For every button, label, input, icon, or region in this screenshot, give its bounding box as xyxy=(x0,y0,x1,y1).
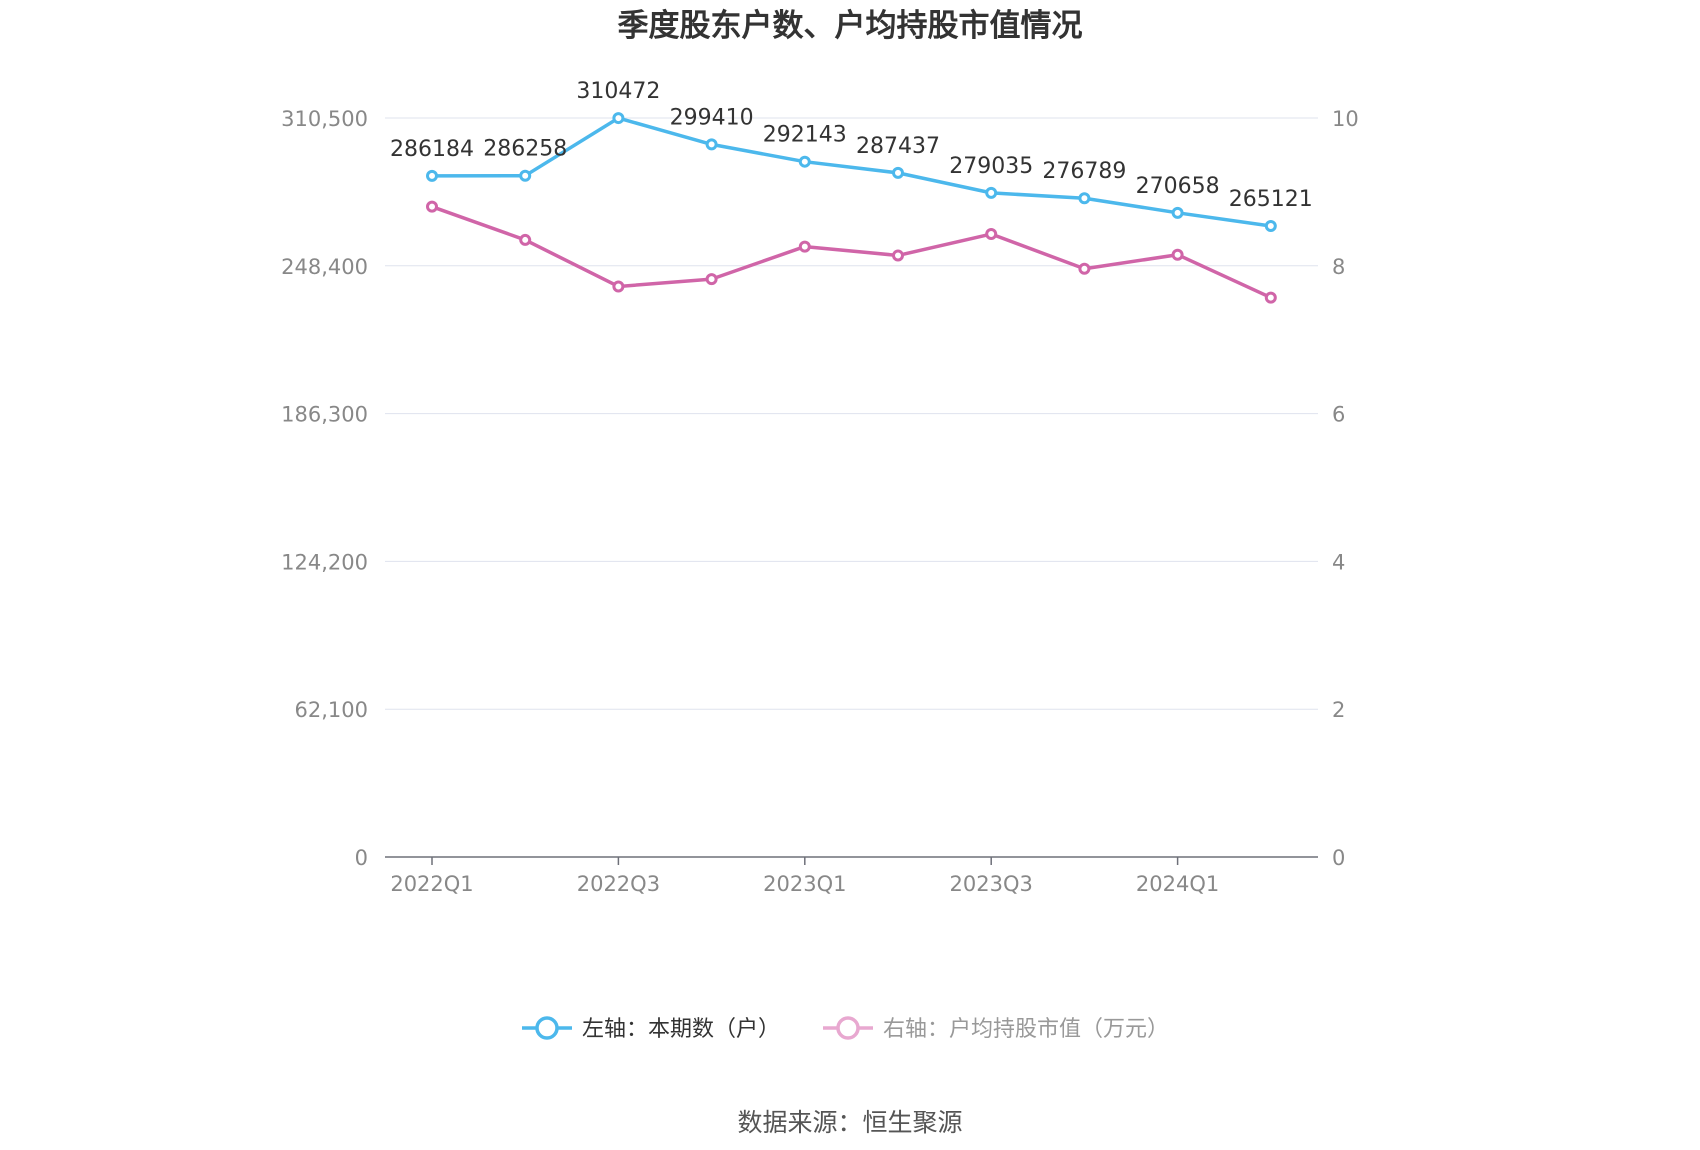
y-left-tick-label: 186,300 xyxy=(281,403,368,427)
y-right-tick-label: 0 xyxy=(1332,846,1345,870)
y-left-tick-label: 124,200 xyxy=(281,550,368,574)
data-label: 270658 xyxy=(1136,174,1220,199)
y-right-tick-label: 10 xyxy=(1332,107,1359,131)
data-point-avg-value xyxy=(519,233,532,246)
data-point-holders xyxy=(519,169,532,182)
source-text: 数据来源：恒生聚源 xyxy=(737,1108,962,1137)
legend-label: 左轴：本期数（户） xyxy=(582,1017,780,1042)
data-point-holders xyxy=(798,155,811,168)
data-point-avg-value xyxy=(798,240,811,253)
y-left-tick-label: 0 xyxy=(355,846,368,870)
y-left-axis: 0 62,100 124,200 186,300 248,400 310,500 xyxy=(281,107,368,870)
data-label: 276789 xyxy=(1042,159,1126,184)
data-point-holders xyxy=(426,169,438,182)
data-label: 286258 xyxy=(483,137,567,162)
data-point-holders xyxy=(705,138,718,151)
data-point-avg-value xyxy=(1171,248,1184,261)
legend-item-avg-value[interactable]: 右轴：户均持股市值（万元） xyxy=(823,1016,1169,1042)
data-label: 265121 xyxy=(1229,187,1313,212)
series-layer: 286184 286258 310472 299410 292143 287437 2790… xyxy=(390,79,1313,304)
data-point-avg-value xyxy=(1078,262,1091,275)
data-point-holders xyxy=(892,166,904,179)
y-left-tick-label: 62,100 xyxy=(295,698,368,722)
y-right-tick-label: 2 xyxy=(1332,698,1345,722)
data-point-holders xyxy=(1171,206,1184,219)
legend-circle-icon xyxy=(836,1016,860,1040)
data-point-holders xyxy=(985,186,998,199)
data-point-avg-value xyxy=(985,228,998,241)
y-left-tick-label: 248,400 xyxy=(281,255,368,279)
series-holders: 286184 286258 310472 299410 292143 287437 2790… xyxy=(390,79,1313,233)
y-right-tick-label: 4 xyxy=(1332,550,1345,574)
series-avg-value xyxy=(426,200,1277,304)
x-tick-label: 2023Q1 xyxy=(763,872,846,896)
data-label: 287437 xyxy=(856,134,940,159)
data-label: 310472 xyxy=(576,79,660,104)
data-point-avg-value xyxy=(1264,291,1277,304)
x-tick-label: 2024Q1 xyxy=(1136,872,1219,896)
y-right-tick-label: 8 xyxy=(1332,255,1345,279)
y-right-tick-label: 6 xyxy=(1332,403,1345,427)
legend-label: 右轴：户均持股市值（万元） xyxy=(883,1017,1169,1042)
data-point-avg-value xyxy=(705,273,718,286)
data-point-holders xyxy=(1264,220,1277,233)
legend-item-holders[interactable]: 左轴：本期数（户） xyxy=(522,1016,780,1042)
x-tick-label: 2022Q1 xyxy=(390,872,473,896)
x-tick-label: 2023Q3 xyxy=(950,872,1033,896)
data-point-avg-value xyxy=(612,280,625,293)
x-tick-label: 2022Q3 xyxy=(577,872,660,896)
series-line-avg-value xyxy=(431,205,1272,300)
legend: 左轴：本期数（户） 右轴：户均持股市值（万元） xyxy=(522,1016,1169,1042)
data-label: 299410 xyxy=(670,105,754,130)
data-label: 279035 xyxy=(949,154,1033,179)
data-label: 292143 xyxy=(763,123,847,148)
chart-title: 季度股东户数、户均持股市值情况 xyxy=(618,8,1083,44)
y-right-axis: 0 2 4 6 8 10 xyxy=(1332,107,1359,870)
x-axis: 2022Q1 2022Q3 2023Q1 2023Q3 2024Q1 xyxy=(385,856,1318,896)
data-point-avg-value xyxy=(892,249,904,262)
data-point-holders xyxy=(1078,192,1091,205)
series-line-holders xyxy=(431,116,1272,228)
y-left-tick-label: 310,500 xyxy=(281,107,368,131)
grid-lines xyxy=(385,117,1318,710)
data-point-avg-value xyxy=(426,200,438,213)
legend-circle-icon xyxy=(535,1016,559,1040)
data-label: 286184 xyxy=(390,137,474,162)
data-point-holders xyxy=(612,112,625,125)
